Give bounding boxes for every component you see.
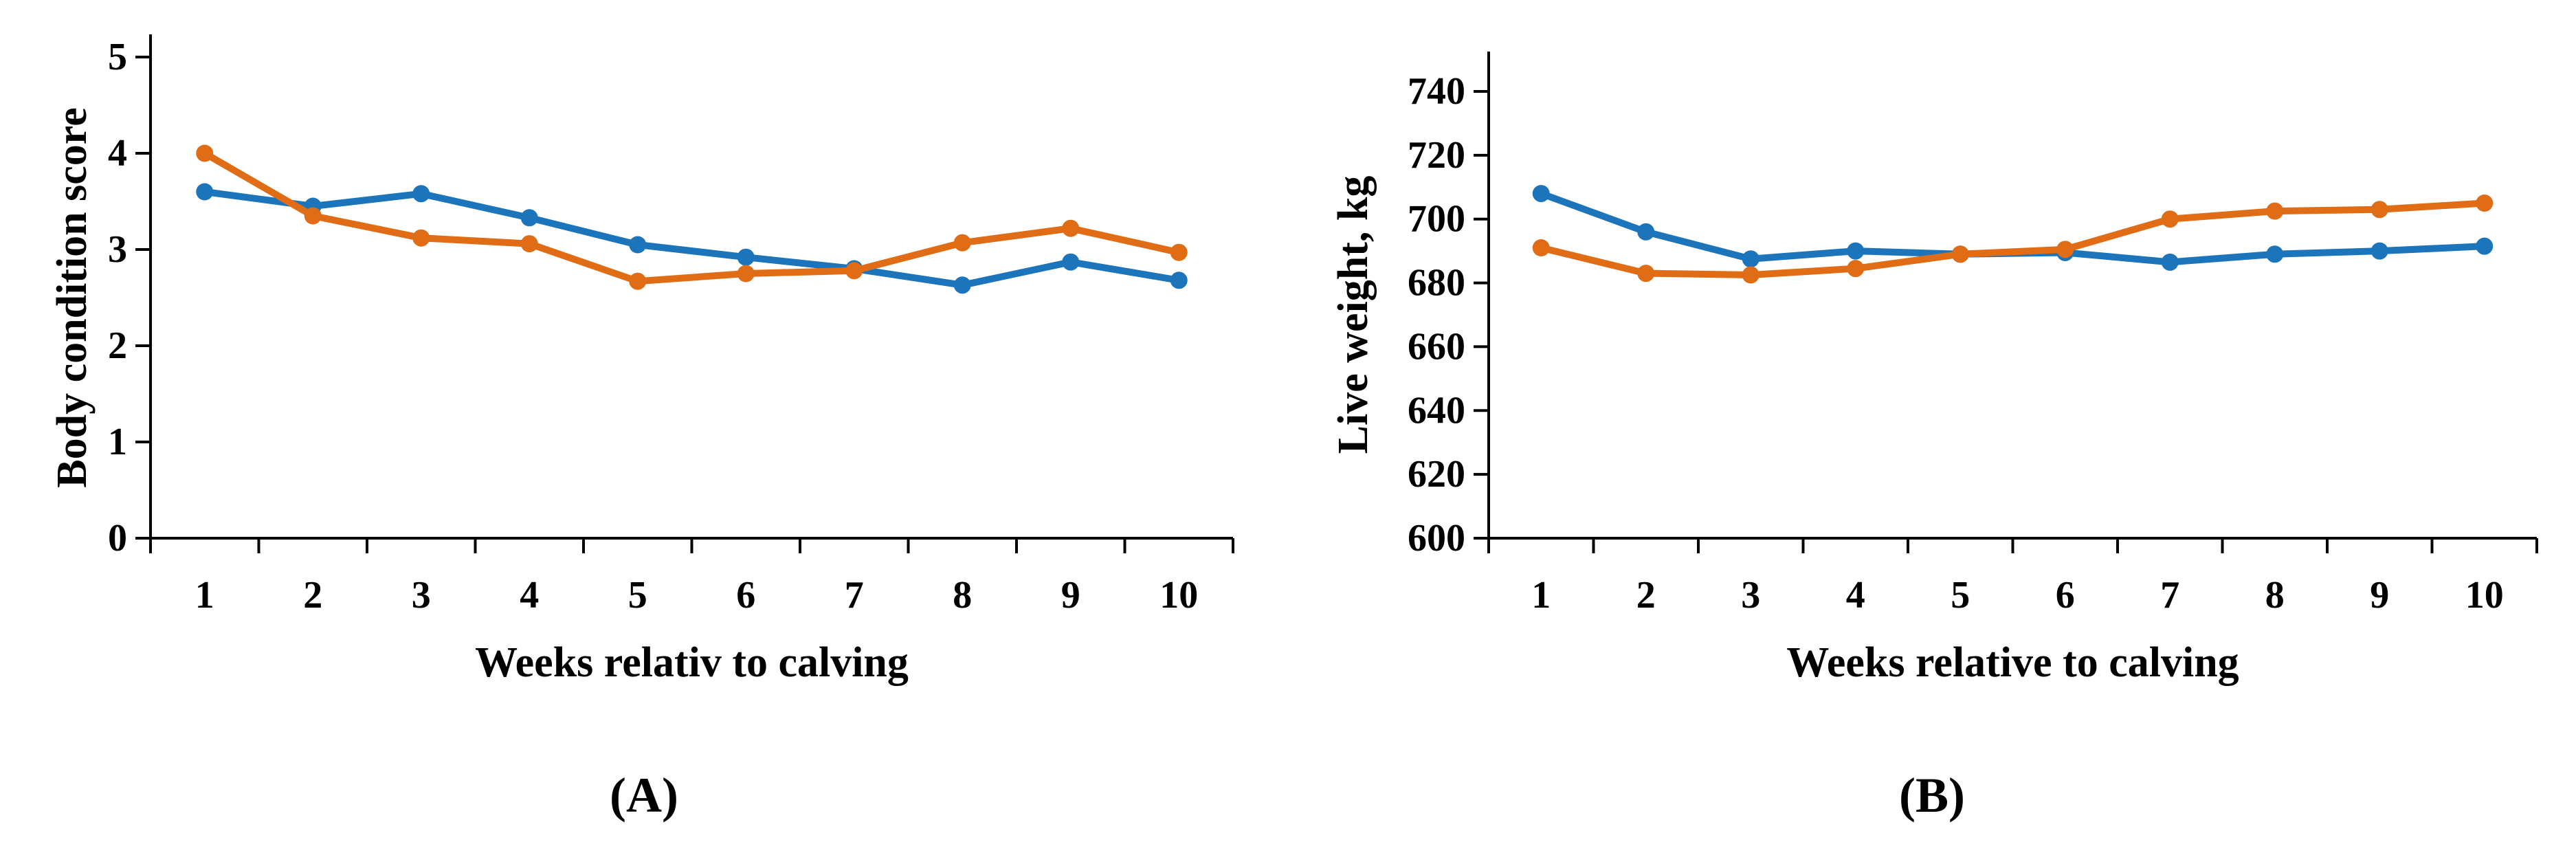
panel-b: 600 620 640 660 680 700 720 740 1 2 3 4 5 6 7 8 9 10 Live…: [1288, 0, 2576, 853]
orange-series-data-point-week-2: [1637, 265, 1655, 283]
blue-series-data-point-week-8: [953, 276, 971, 294]
orange-series-data-point-week-1: [1532, 239, 1550, 256]
orange-series-data-point-week-2: [304, 207, 322, 225]
orange-series-data-point-week-8: [2266, 202, 2284, 220]
x-tick-label: 4: [1846, 574, 1865, 617]
orange-series-data-point-week-3: [412, 229, 430, 247]
y-tick-label: 620: [1408, 453, 1465, 496]
x-tick-label: 8: [2265, 574, 2285, 617]
y-tick-label: 5: [108, 36, 127, 78]
orange-series-data-point-week-10: [1170, 243, 1188, 261]
y-tick-label: 740: [1408, 70, 1465, 113]
panel-a: 0 1 2 3 4 5 1 2 3 4 5 6 7 8 9 10 Body condition score W…: [49, 34, 1234, 823]
blue-series-data-point-week-6: [737, 248, 755, 266]
y-tick-label: 600: [1408, 517, 1465, 560]
blue-series-data-point-week-2: [1637, 223, 1655, 241]
x-tick-label: 5: [1951, 574, 1970, 617]
y-axis-title-b: Live weight, kg: [1330, 175, 1377, 454]
x-axis-title-a: Weeks relativ to calving: [475, 639, 909, 686]
x-tick-label: 8: [953, 574, 972, 617]
orange-series-line: [1537, 199, 2488, 278]
orange-series-data-point-week-5: [1951, 245, 1969, 263]
x-tick-label: 1: [195, 574, 214, 617]
blue-series-data-point-week-1: [1532, 185, 1550, 203]
blue-series-data-point-week-7: [2161, 253, 2179, 271]
orange-series-line: [201, 150, 1183, 285]
x-tick-label: 3: [412, 574, 431, 617]
x-tick-label: 1: [1531, 574, 1551, 617]
blue-series-data-point-week-9: [2370, 242, 2388, 260]
x-tick-label: 7: [845, 574, 864, 617]
blue-series-data-point-week-3: [1742, 250, 1759, 268]
orange-series-data-point-week-3: [1742, 266, 1759, 284]
y-tick-label: 4: [108, 132, 127, 175]
blue-series-data-point-week-1: [196, 183, 214, 201]
orange-series-data-point-week-5: [629, 272, 647, 290]
y-tick-label: 2: [108, 324, 127, 367]
x-tick-label: 9: [1061, 574, 1080, 617]
orange-series-data-point-week-7: [2161, 210, 2179, 228]
orange-series-data-point-week-6: [737, 265, 755, 283]
orange-series-data-point-week-1: [196, 144, 214, 162]
orange-series-data-point-week-9: [2370, 201, 2388, 219]
x-tick-label: 6: [736, 574, 755, 617]
x-tick-label: 3: [1741, 574, 1760, 617]
blue-series-data-point-week-4: [1847, 242, 1865, 260]
blue-series-data-point-week-3: [412, 185, 430, 203]
x-tick-label: 4: [520, 574, 539, 617]
x-tick-label: 10: [1159, 574, 1198, 617]
orange-series-data-point-week-4: [1847, 260, 1865, 278]
blue-series-data-point-week-9: [1062, 253, 1080, 271]
y-tick-label: 640: [1408, 389, 1465, 432]
y-tick-label: 700: [1408, 198, 1465, 241]
x-tick-label: 7: [2160, 574, 2179, 617]
x-tick-label: 5: [628, 574, 647, 617]
blue-series-data-point-week-8: [2266, 245, 2284, 263]
x-axis-title-b: Weeks relative to calving: [1786, 639, 2239, 686]
orange-series-data-point-week-7: [845, 262, 863, 280]
orange-series-data-point-week-4: [520, 235, 538, 253]
panel-caption-b: (B): [1899, 768, 1965, 823]
x-tick-label: 9: [2370, 574, 2389, 617]
x-tick-label: 10: [2465, 574, 2504, 617]
orange-series-data-point-week-9: [1062, 219, 1080, 237]
x-tick-label: 2: [303, 574, 322, 617]
orange-series-data-point-week-8: [953, 234, 971, 252]
y-tick-label: 1: [108, 421, 127, 463]
x-tick-label: 2: [1636, 574, 1656, 617]
y-tick-label: 720: [1408, 134, 1465, 177]
blue-series-data-point-week-10: [1170, 272, 1188, 289]
blue-series-data-point-week-10: [2476, 237, 2494, 255]
line-chart-live-weight: 600 620 640 660 680 700 720 740 1 2 3 4 5 6 7 8 9 10: [1408, 52, 2538, 617]
orange-series-data-point-week-6: [2056, 241, 2074, 258]
panel-caption-a: (A): [610, 768, 678, 823]
x-tick-label: 6: [2056, 574, 2075, 617]
blue-series-data-point-week-5: [629, 236, 647, 254]
y-tick-label: 660: [1408, 325, 1465, 368]
y-tick-label: 0: [108, 517, 127, 560]
orange-series-data-point-week-10: [2476, 195, 2494, 212]
y-axis-title-a: Body condition score: [49, 107, 96, 488]
blue-series-line: [201, 188, 1183, 289]
blue-series-data-point-week-4: [520, 209, 538, 227]
line-chart-body-condition-score: 0 1 2 3 4 5 1 2 3 4 5 6 7 8 9 10: [108, 34, 1234, 617]
y-tick-label: 680: [1408, 262, 1465, 304]
y-tick-label: 3: [108, 228, 127, 271]
